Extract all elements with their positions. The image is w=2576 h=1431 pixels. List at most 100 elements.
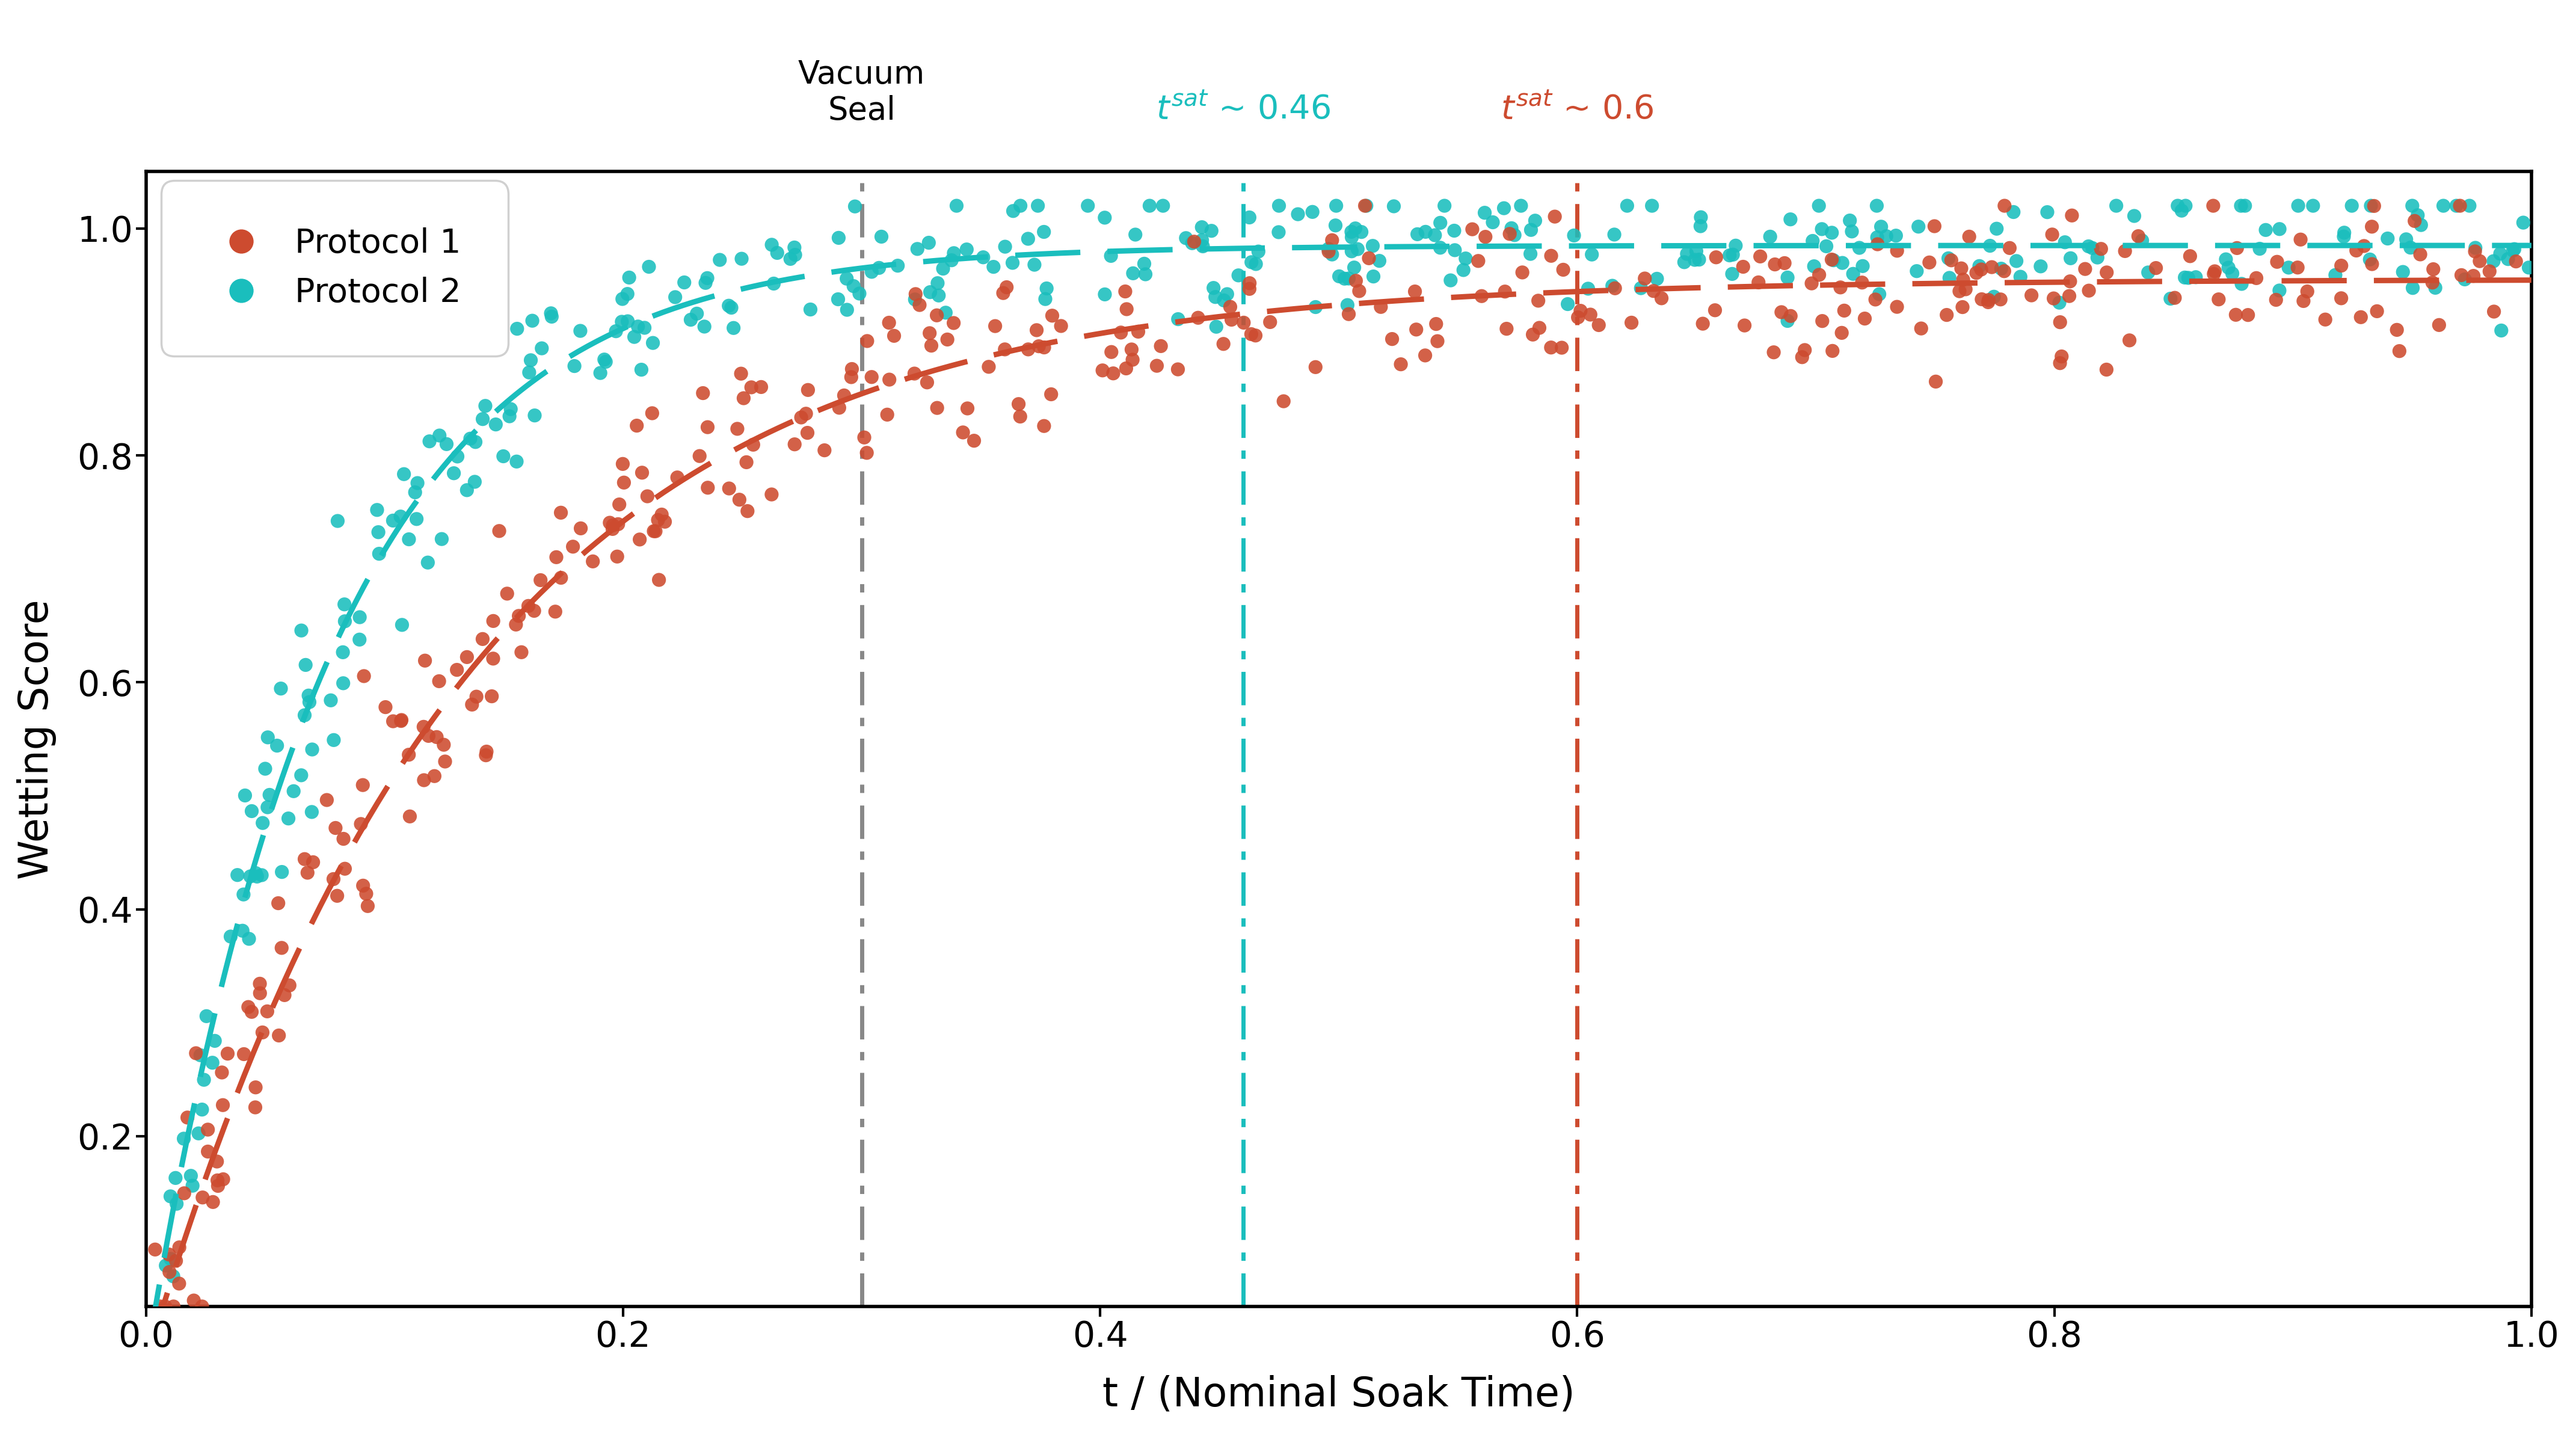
Point — [242, 811, 283, 834]
Point — [180, 1295, 222, 1318]
Point — [188, 1118, 229, 1141]
Point — [608, 309, 649, 332]
Point — [1319, 265, 1360, 288]
Point — [2267, 256, 2308, 279]
Point — [2324, 225, 2365, 248]
Point — [2221, 272, 2262, 295]
Point — [1352, 235, 1394, 258]
Point — [381, 710, 422, 733]
Point — [1767, 309, 1808, 332]
Point — [240, 972, 281, 995]
Point — [294, 851, 335, 874]
Point — [1942, 268, 1984, 290]
Point — [848, 329, 889, 352]
Point — [930, 249, 971, 272]
Point — [618, 315, 659, 338]
Point — [2324, 222, 2365, 245]
Point — [173, 1289, 214, 1312]
Point — [471, 647, 513, 670]
Point — [644, 511, 685, 534]
Point — [456, 685, 497, 708]
Point — [1136, 355, 1177, 378]
Point — [1461, 285, 1502, 308]
Point — [2481, 242, 2522, 265]
Point — [2105, 239, 2146, 262]
Point — [1806, 235, 1847, 258]
Point — [1105, 356, 1146, 379]
Point — [1190, 219, 1231, 242]
Point — [1553, 225, 1595, 248]
Point — [417, 670, 459, 693]
Point — [786, 421, 827, 444]
Point — [1329, 268, 1370, 290]
Point — [232, 1000, 273, 1023]
Point — [2215, 236, 2257, 259]
Point — [497, 451, 538, 474]
Point — [1404, 220, 1445, 243]
Point — [688, 416, 729, 439]
Point — [708, 295, 750, 318]
Point — [234, 1096, 276, 1119]
Point — [507, 361, 549, 384]
Point — [374, 710, 415, 733]
Point — [283, 847, 325, 870]
Point — [894, 283, 935, 306]
Point — [974, 255, 1015, 278]
Point — [752, 233, 793, 256]
Point — [188, 1141, 229, 1163]
Point — [752, 484, 793, 507]
Point — [595, 319, 636, 342]
Point — [1947, 225, 1989, 248]
Point — [1984, 259, 2025, 282]
Point — [193, 1191, 234, 1213]
Point — [551, 535, 592, 558]
Point — [1182, 229, 1224, 252]
Point — [714, 316, 755, 339]
Point — [2246, 219, 2287, 242]
Point — [781, 406, 822, 429]
Point — [260, 936, 301, 959]
Point — [139, 1295, 180, 1318]
Point — [1680, 206, 1721, 229]
Point — [541, 567, 582, 590]
Point — [322, 671, 363, 694]
Point — [1798, 195, 1839, 218]
Point — [896, 238, 938, 260]
Point — [1927, 303, 1968, 326]
Point — [688, 477, 729, 499]
Point — [1540, 336, 1582, 359]
Point — [1311, 243, 1352, 266]
Point — [2156, 195, 2197, 218]
Point — [1899, 215, 1940, 238]
Point — [685, 272, 726, 295]
Point — [2357, 299, 2398, 322]
Point — [513, 309, 554, 332]
Point — [2450, 195, 2491, 218]
Point — [134, 1238, 175, 1261]
Point — [348, 894, 389, 917]
Point — [1631, 195, 1672, 218]
Point — [1860, 215, 1901, 238]
Point — [1278, 203, 1319, 226]
Point — [464, 395, 505, 418]
Point — [909, 232, 951, 255]
Point — [2424, 195, 2465, 218]
Point — [1857, 226, 1899, 249]
Point — [2050, 205, 2092, 228]
Point — [1249, 311, 1291, 333]
Point — [196, 1151, 237, 1173]
Point — [894, 288, 935, 311]
Point — [425, 750, 466, 773]
Point — [1914, 215, 1955, 238]
Point — [489, 405, 531, 428]
Point — [1231, 250, 1273, 273]
Point — [1790, 272, 1832, 295]
Point — [835, 195, 876, 218]
Point — [616, 414, 657, 436]
Point — [1066, 195, 1108, 218]
Point — [608, 266, 649, 289]
Point — [1329, 303, 1370, 326]
Point — [513, 600, 554, 622]
Point — [1463, 202, 1504, 225]
Point — [1262, 389, 1303, 412]
